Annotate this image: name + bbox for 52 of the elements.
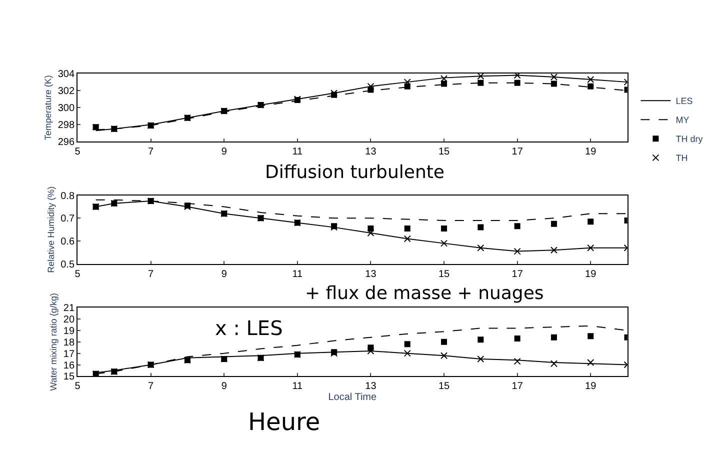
x-tick-label: 7 xyxy=(148,146,154,158)
x-tick-label: 9 xyxy=(221,381,228,392)
y-tick-label: 16 xyxy=(63,360,75,372)
y-tick-label: 296 xyxy=(58,137,75,148)
x-tick-label: 13 xyxy=(365,381,377,392)
legend-label: LES xyxy=(676,96,693,106)
x-tick-label: 15 xyxy=(438,381,450,392)
y-axis-title: Temperature (K) xyxy=(43,75,54,140)
x-tick-label: 5 xyxy=(74,146,81,158)
x-tick-label: 17 xyxy=(512,381,524,392)
x-tick-label: 19 xyxy=(585,146,597,158)
x-tick-label: 11 xyxy=(292,146,304,158)
x-tick-label: 15 xyxy=(438,268,450,280)
x-tick-label: 5 xyxy=(74,268,81,280)
y-tick-label: 300 xyxy=(58,103,75,114)
y-tick-label: 19 xyxy=(63,326,75,337)
y-tick-label: 304 xyxy=(58,69,75,80)
y-tick-label: 0.6 xyxy=(60,236,75,248)
legend-label: MY xyxy=(676,115,690,126)
annotation: x : LES xyxy=(215,316,283,340)
x-tick-label: 11 xyxy=(292,381,304,392)
y-axis-title: Water mixing ratio (g/kg) xyxy=(48,293,59,391)
text: + flux de masse + nuages xyxy=(305,283,544,304)
y-tick-label: 15 xyxy=(63,372,75,383)
y-axis-title: Relative Humidity (%) xyxy=(46,186,56,273)
x-tick-label: 13 xyxy=(365,146,377,158)
y-tick-label: 20 xyxy=(63,314,75,326)
x-tick-label: 19 xyxy=(585,268,597,280)
x-tick-label: 5 xyxy=(74,381,81,392)
x-tick-label: 7 xyxy=(148,381,154,392)
x-tick-label: 9 xyxy=(221,146,228,158)
y-tick-label: 0.7 xyxy=(60,214,75,225)
x-tick-label: 9 xyxy=(221,268,228,280)
y-tick-label: 17 xyxy=(63,348,75,360)
legend-label: TH xyxy=(676,153,688,164)
x-tick-label: 17 xyxy=(512,146,524,158)
x-tick-label: 17 xyxy=(512,268,524,280)
text: Diffusion turbulente xyxy=(265,162,445,183)
x-tick-label: 7 xyxy=(148,268,154,280)
y-tick-label: 302 xyxy=(58,86,75,98)
x-tick-label: 11 xyxy=(292,268,304,280)
x-tick-label: 15 xyxy=(438,146,450,158)
text: Heure xyxy=(248,408,320,436)
x-tick-label: 19 xyxy=(585,381,597,392)
x-axis-title: Local Time xyxy=(328,392,378,404)
y-tick-label: 0.5 xyxy=(60,259,75,270)
y-tick-label: 18 xyxy=(63,337,75,348)
x-tick-label: 13 xyxy=(365,268,377,280)
legend-label: TH dry xyxy=(676,134,704,144)
y-tick-label: 0.8 xyxy=(60,190,75,202)
y-tick-label: 21 xyxy=(63,303,75,314)
y-tick-label: 298 xyxy=(58,120,75,132)
